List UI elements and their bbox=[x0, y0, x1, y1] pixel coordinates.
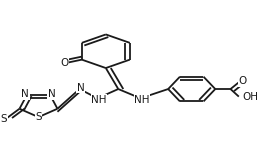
Text: N: N bbox=[48, 89, 56, 99]
Text: S: S bbox=[0, 114, 7, 124]
Text: NH: NH bbox=[134, 95, 150, 105]
Text: N: N bbox=[21, 89, 29, 99]
Text: OH: OH bbox=[242, 92, 258, 102]
Text: N: N bbox=[77, 83, 85, 93]
Text: S: S bbox=[35, 112, 42, 122]
Text: O: O bbox=[60, 58, 68, 68]
Text: NH: NH bbox=[91, 95, 107, 105]
Text: O: O bbox=[238, 76, 246, 87]
